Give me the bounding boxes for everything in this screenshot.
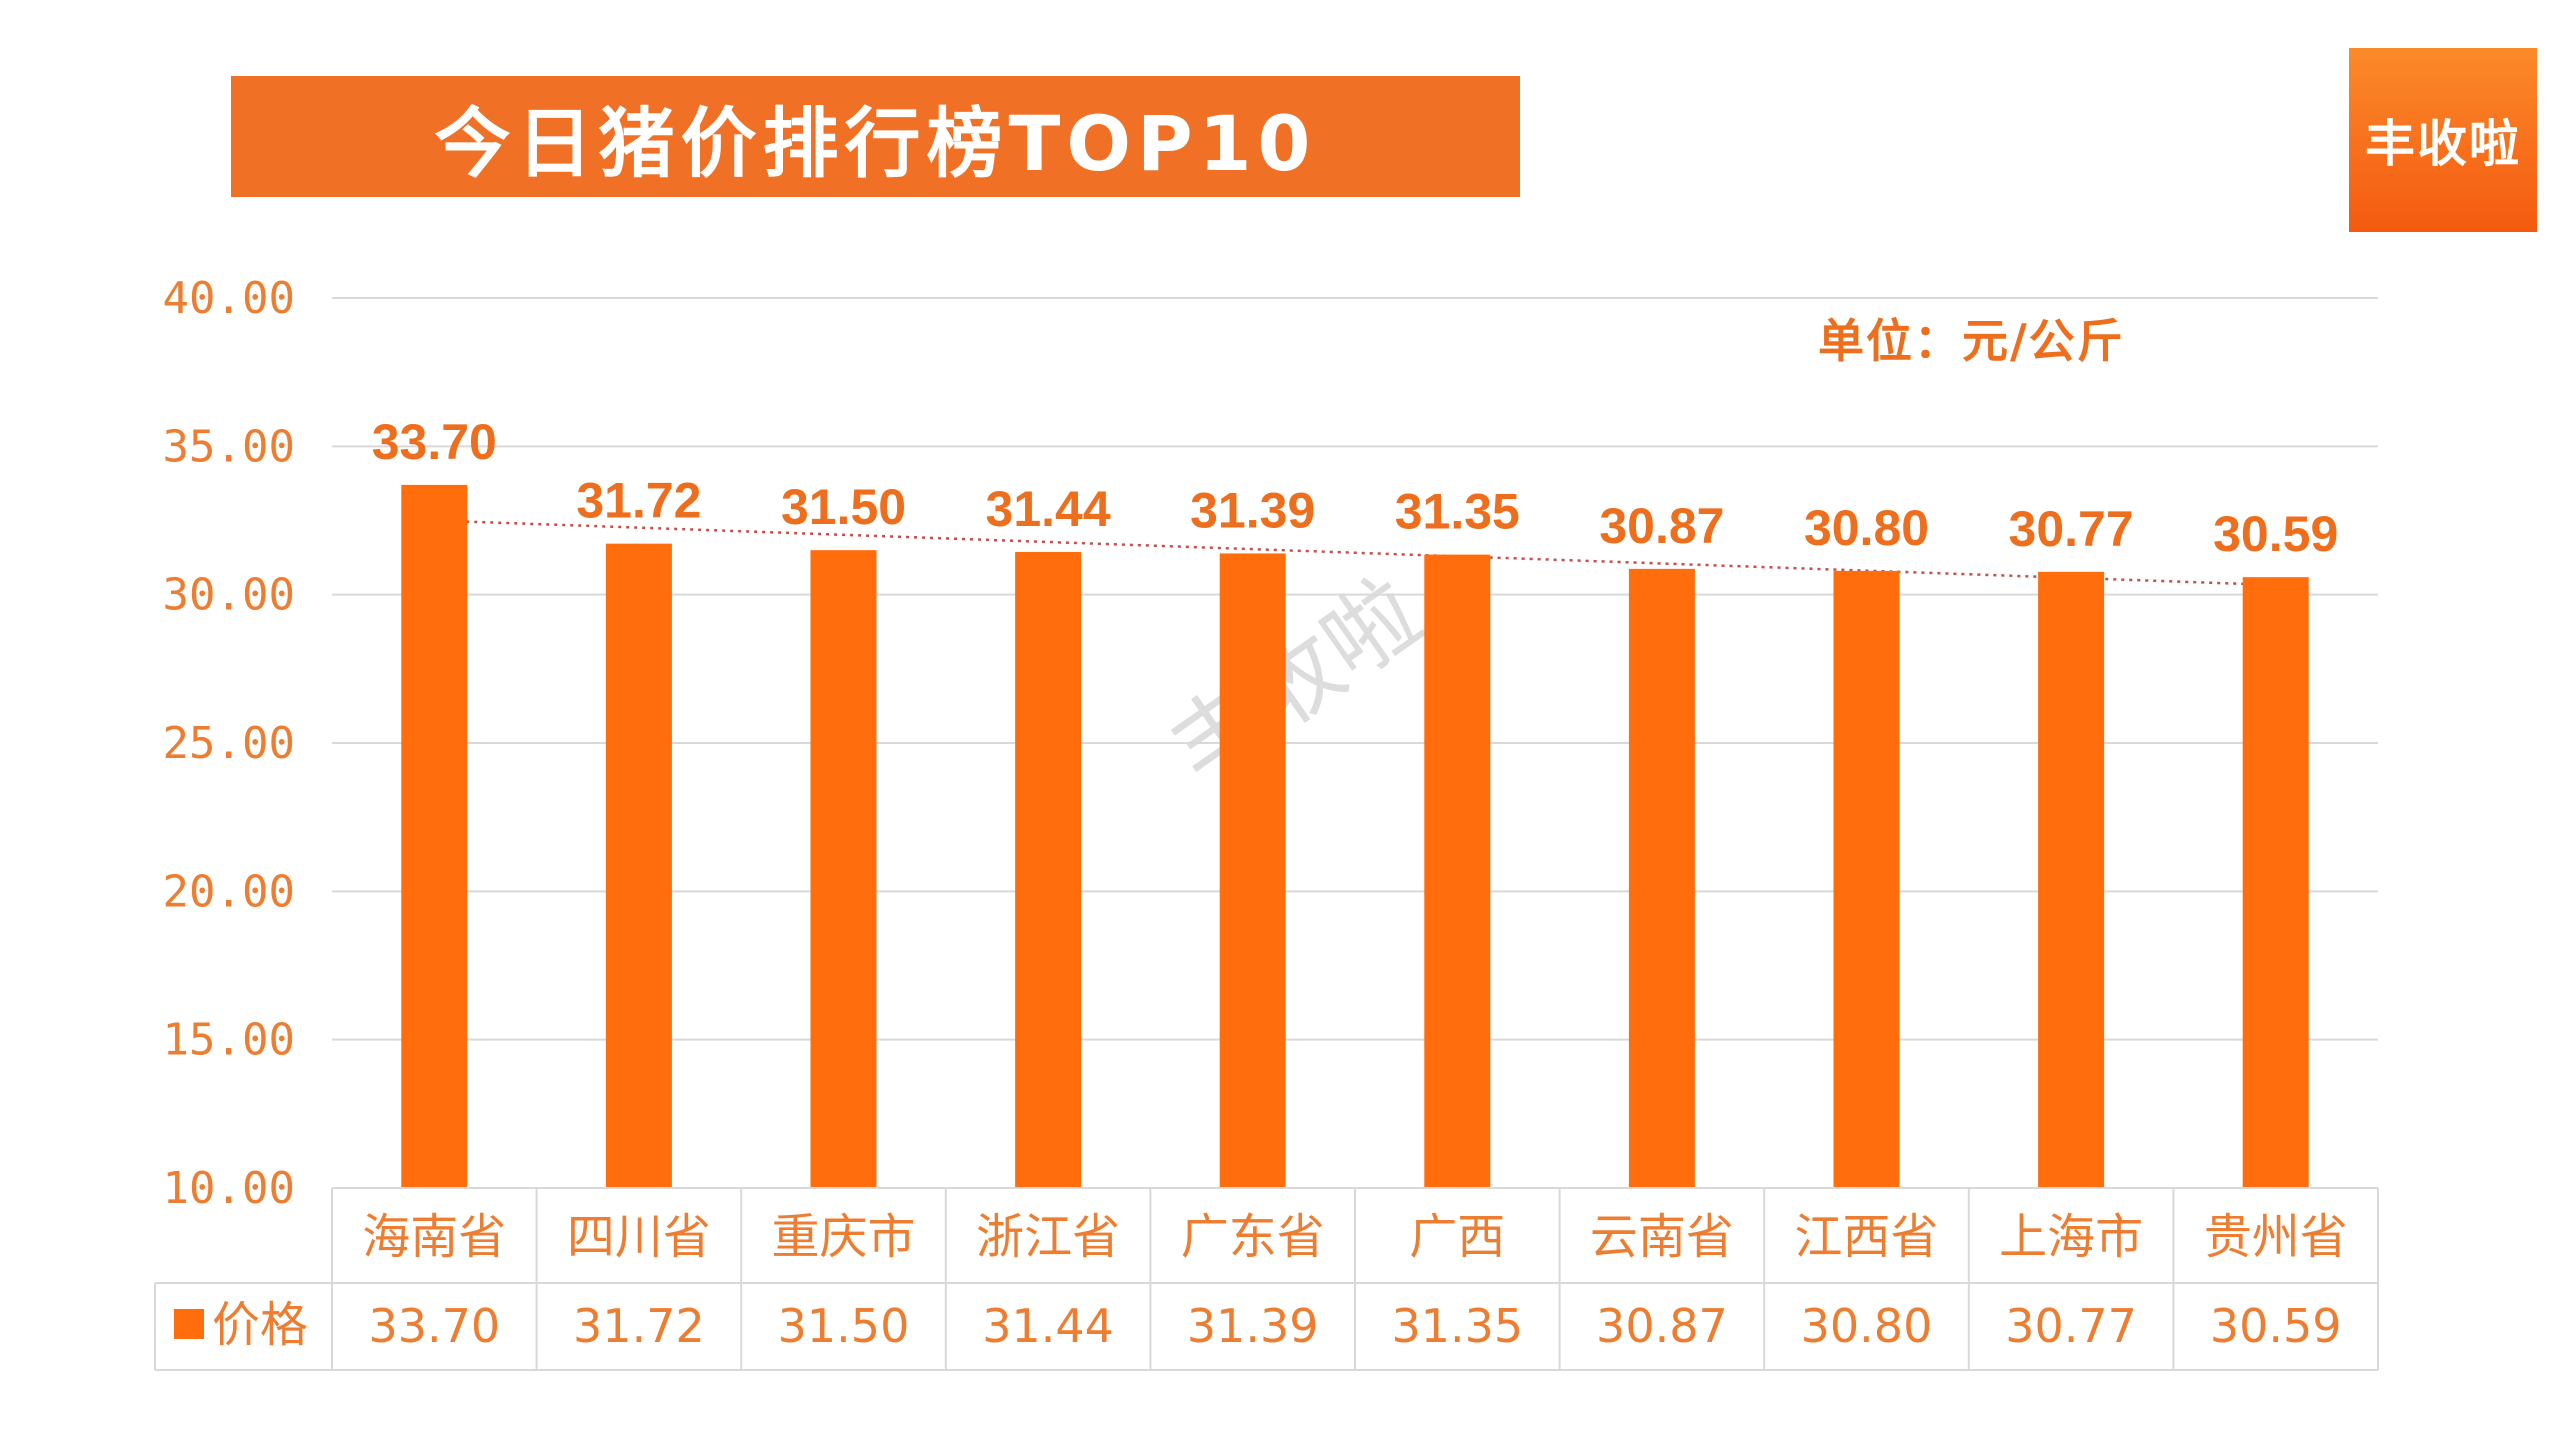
bar-1 [401, 484, 468, 1188]
data-label: 33.70 [372, 414, 497, 470]
category-label: 四川省 [567, 1209, 711, 1265]
data-label: 31.72 [576, 473, 701, 529]
table-value: 30.87 [1596, 1299, 1728, 1353]
y-tick-label: 30.00 [163, 570, 295, 621]
table-value: 33.70 [368, 1299, 500, 1353]
category-label: 广东省 [1181, 1209, 1325, 1265]
bar-6 [1424, 554, 1491, 1188]
category-label: 重庆市 [771, 1209, 915, 1265]
category-label: 上海市 [1999, 1209, 2143, 1265]
category-label: 广西 [1409, 1209, 1505, 1265]
bar-10 [2242, 577, 2309, 1188]
bar-8 [1833, 570, 1900, 1188]
data-label: 31.39 [1190, 482, 1315, 538]
data-labels: 33.70 31.72 31.50 31.44 31.39 31.35 30.87 30.80… [372, 414, 2339, 562]
table-value: 31.35 [1391, 1299, 1523, 1353]
bars [401, 484, 2309, 1188]
table-value: 30.59 [2210, 1299, 2342, 1353]
category-label: 江西省 [1794, 1209, 1938, 1265]
table-value: 31.72 [573, 1299, 705, 1353]
data-label: 30.77 [2009, 501, 2134, 557]
y-tick-label: 10.00 [163, 1163, 295, 1214]
data-label: 30.87 [1599, 498, 1724, 554]
data-label: 31.50 [781, 479, 906, 535]
y-tick-label: 20.00 [163, 866, 295, 917]
data-label: 30.80 [1804, 500, 1929, 556]
trendline-layer [434, 519, 2276, 587]
table-value: 30.77 [2005, 1299, 2137, 1353]
table-value: 30.80 [1801, 1299, 1933, 1353]
bar-2 [605, 543, 672, 1188]
bar-4 [1015, 551, 1082, 1188]
data-label: 31.35 [1395, 484, 1520, 540]
category-label: 浙江省 [976, 1209, 1120, 1265]
y-tick-label: 25.00 [163, 718, 295, 769]
y-tick-label: 35.00 [163, 421, 295, 472]
table-value: 31.44 [982, 1299, 1114, 1353]
unit-label: 单位：元/公斤 [1818, 314, 2125, 368]
legend-swatch [174, 1309, 204, 1339]
data-label: 30.59 [2213, 506, 2338, 562]
bar-3 [810, 550, 877, 1188]
y-axis-ticks: 10.00 15.00 20.00 25.00 30.00 35.00 40.00 [163, 273, 295, 1214]
data-table: 海南省 33.70 四川省 31.72 重庆市 31.50 浙江省 31.44 广东省 31.39… [154, 1187, 2379, 1371]
brand-logo-badge: 丰收啦 [2349, 48, 2537, 232]
table-value: 31.50 [778, 1299, 910, 1353]
data-label: 31.44 [986, 481, 1111, 537]
chart-title: 今日猪价排行榜TOP10 [231, 76, 1520, 197]
trendline [434, 519, 2276, 587]
bar-7 [1628, 568, 1695, 1188]
category-label: 云南省 [1590, 1209, 1734, 1265]
y-tick-label: 15.00 [163, 1015, 295, 1066]
table-value: 31.39 [1187, 1299, 1319, 1353]
legend-label: 价格 [212, 1297, 308, 1353]
category-label: 贵州省 [2204, 1209, 2348, 1265]
bar-5 [1219, 553, 1286, 1188]
bar-9 [2038, 571, 2105, 1188]
category-label: 海南省 [362, 1209, 506, 1265]
y-tick-label: 40.00 [163, 273, 295, 324]
